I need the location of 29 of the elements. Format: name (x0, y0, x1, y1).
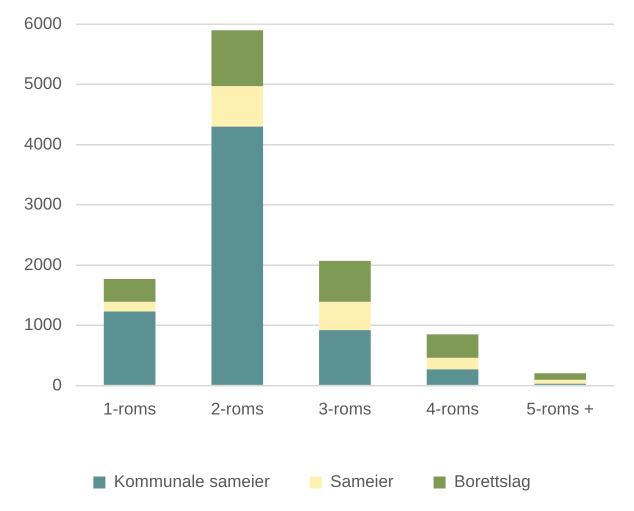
bar (534, 380, 586, 384)
bar (211, 126, 264, 385)
y-tick-label: 1000 (24, 315, 62, 334)
y-tick-label: 6000 (24, 14, 62, 33)
y-tick-label: 0 (52, 375, 62, 394)
x-tick-label: 2-roms (210, 399, 264, 418)
bar (426, 358, 478, 370)
legend-label: Borettslag (454, 472, 531, 492)
y-tick-label: 2000 (24, 254, 62, 274)
y-tick-label: 4000 (24, 134, 62, 154)
x-tick-label: 1-roms (103, 399, 156, 418)
bar (426, 369, 478, 385)
y-tick-label: 5000 (24, 74, 62, 94)
bar (319, 260, 371, 302)
bar (104, 278, 156, 302)
bar (534, 373, 586, 380)
legend-label: Sameier (330, 472, 394, 492)
bar (104, 302, 156, 312)
bar (426, 334, 478, 358)
bar (104, 312, 156, 385)
bar (319, 330, 371, 385)
legend-label: Kommunale sameier (114, 472, 270, 492)
x-tick-label: 4-roms (426, 399, 479, 418)
bar (211, 30, 264, 86)
x-tick-label: 3-roms (318, 399, 372, 418)
bar (319, 302, 371, 330)
bar (211, 86, 264, 127)
x-tick-label: 5-roms + (526, 399, 594, 418)
y-tick-label: 3000 (24, 194, 62, 214)
